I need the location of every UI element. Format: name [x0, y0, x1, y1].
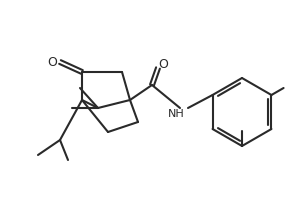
Text: O: O	[47, 55, 57, 68]
Text: O: O	[158, 58, 168, 71]
Text: NH: NH	[168, 109, 184, 119]
